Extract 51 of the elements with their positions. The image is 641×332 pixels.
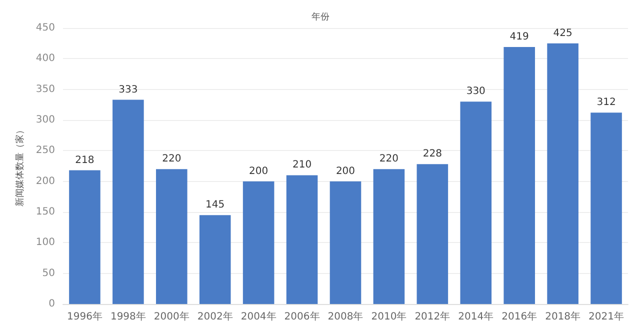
y-axis-title: 新闻媒体数量（家） (14, 126, 26, 206)
bar (199, 215, 231, 304)
y-tick-label: 0 (48, 298, 55, 310)
x-tick-label: 1998年 (110, 310, 146, 322)
data-label: 228 (422, 148, 442, 160)
y-tick-label: 100 (36, 237, 55, 248)
data-label: 220 (379, 154, 399, 165)
data-label: 330 (466, 86, 486, 98)
x-tick-label: 2021年 (588, 310, 624, 322)
x-tick-label: 2008年 (328, 310, 364, 322)
data-label: 210 (292, 160, 312, 171)
x-tick-label: 2010年 (371, 310, 407, 322)
data-label: 200 (336, 166, 356, 177)
y-tick-label: 450 (36, 22, 55, 34)
x-tick-label: 1996年 (66, 310, 102, 322)
x-tick-label: 2002年 (197, 310, 233, 322)
bar (590, 112, 622, 304)
y-tick-label: 400 (36, 53, 55, 64)
data-label: 218 (75, 154, 94, 166)
y-tick-label: 200 (36, 176, 55, 187)
data-label: 312 (596, 97, 616, 108)
data-label: 145 (206, 200, 225, 211)
y-tick-label: 300 (36, 114, 55, 126)
bar (547, 43, 578, 304)
data-label: 200 (249, 166, 268, 177)
bar (460, 102, 492, 304)
data-label: 220 (162, 154, 182, 165)
x-tick-label: 2012年 (414, 310, 450, 322)
x-tick-label: 2014年 (458, 310, 494, 322)
bar (373, 169, 405, 304)
bar (286, 175, 318, 304)
y-tick-label: 50 (42, 268, 55, 279)
x-tick-label: 2018年 (545, 310, 581, 322)
x-tick-label: 2016年 (502, 310, 538, 322)
bar (242, 181, 274, 304)
data-label: 425 (553, 28, 572, 39)
data-label: 419 (510, 32, 529, 43)
bar (69, 170, 100, 304)
y-tick-label: 350 (36, 84, 55, 95)
bar (504, 47, 535, 304)
x-tick-label: 2004年 (240, 310, 276, 322)
bar (416, 164, 448, 304)
x-axis-title: 年份 (312, 12, 330, 22)
y-tick-label: 250 (36, 145, 55, 156)
bar (156, 169, 188, 304)
bar (112, 100, 144, 304)
x-tick-label: 2006年 (284, 310, 320, 322)
x-tick-label: 2000年 (154, 310, 190, 322)
y-tick-label: 150 (36, 206, 55, 218)
data-label: 333 (118, 84, 138, 96)
bar (330, 181, 362, 304)
